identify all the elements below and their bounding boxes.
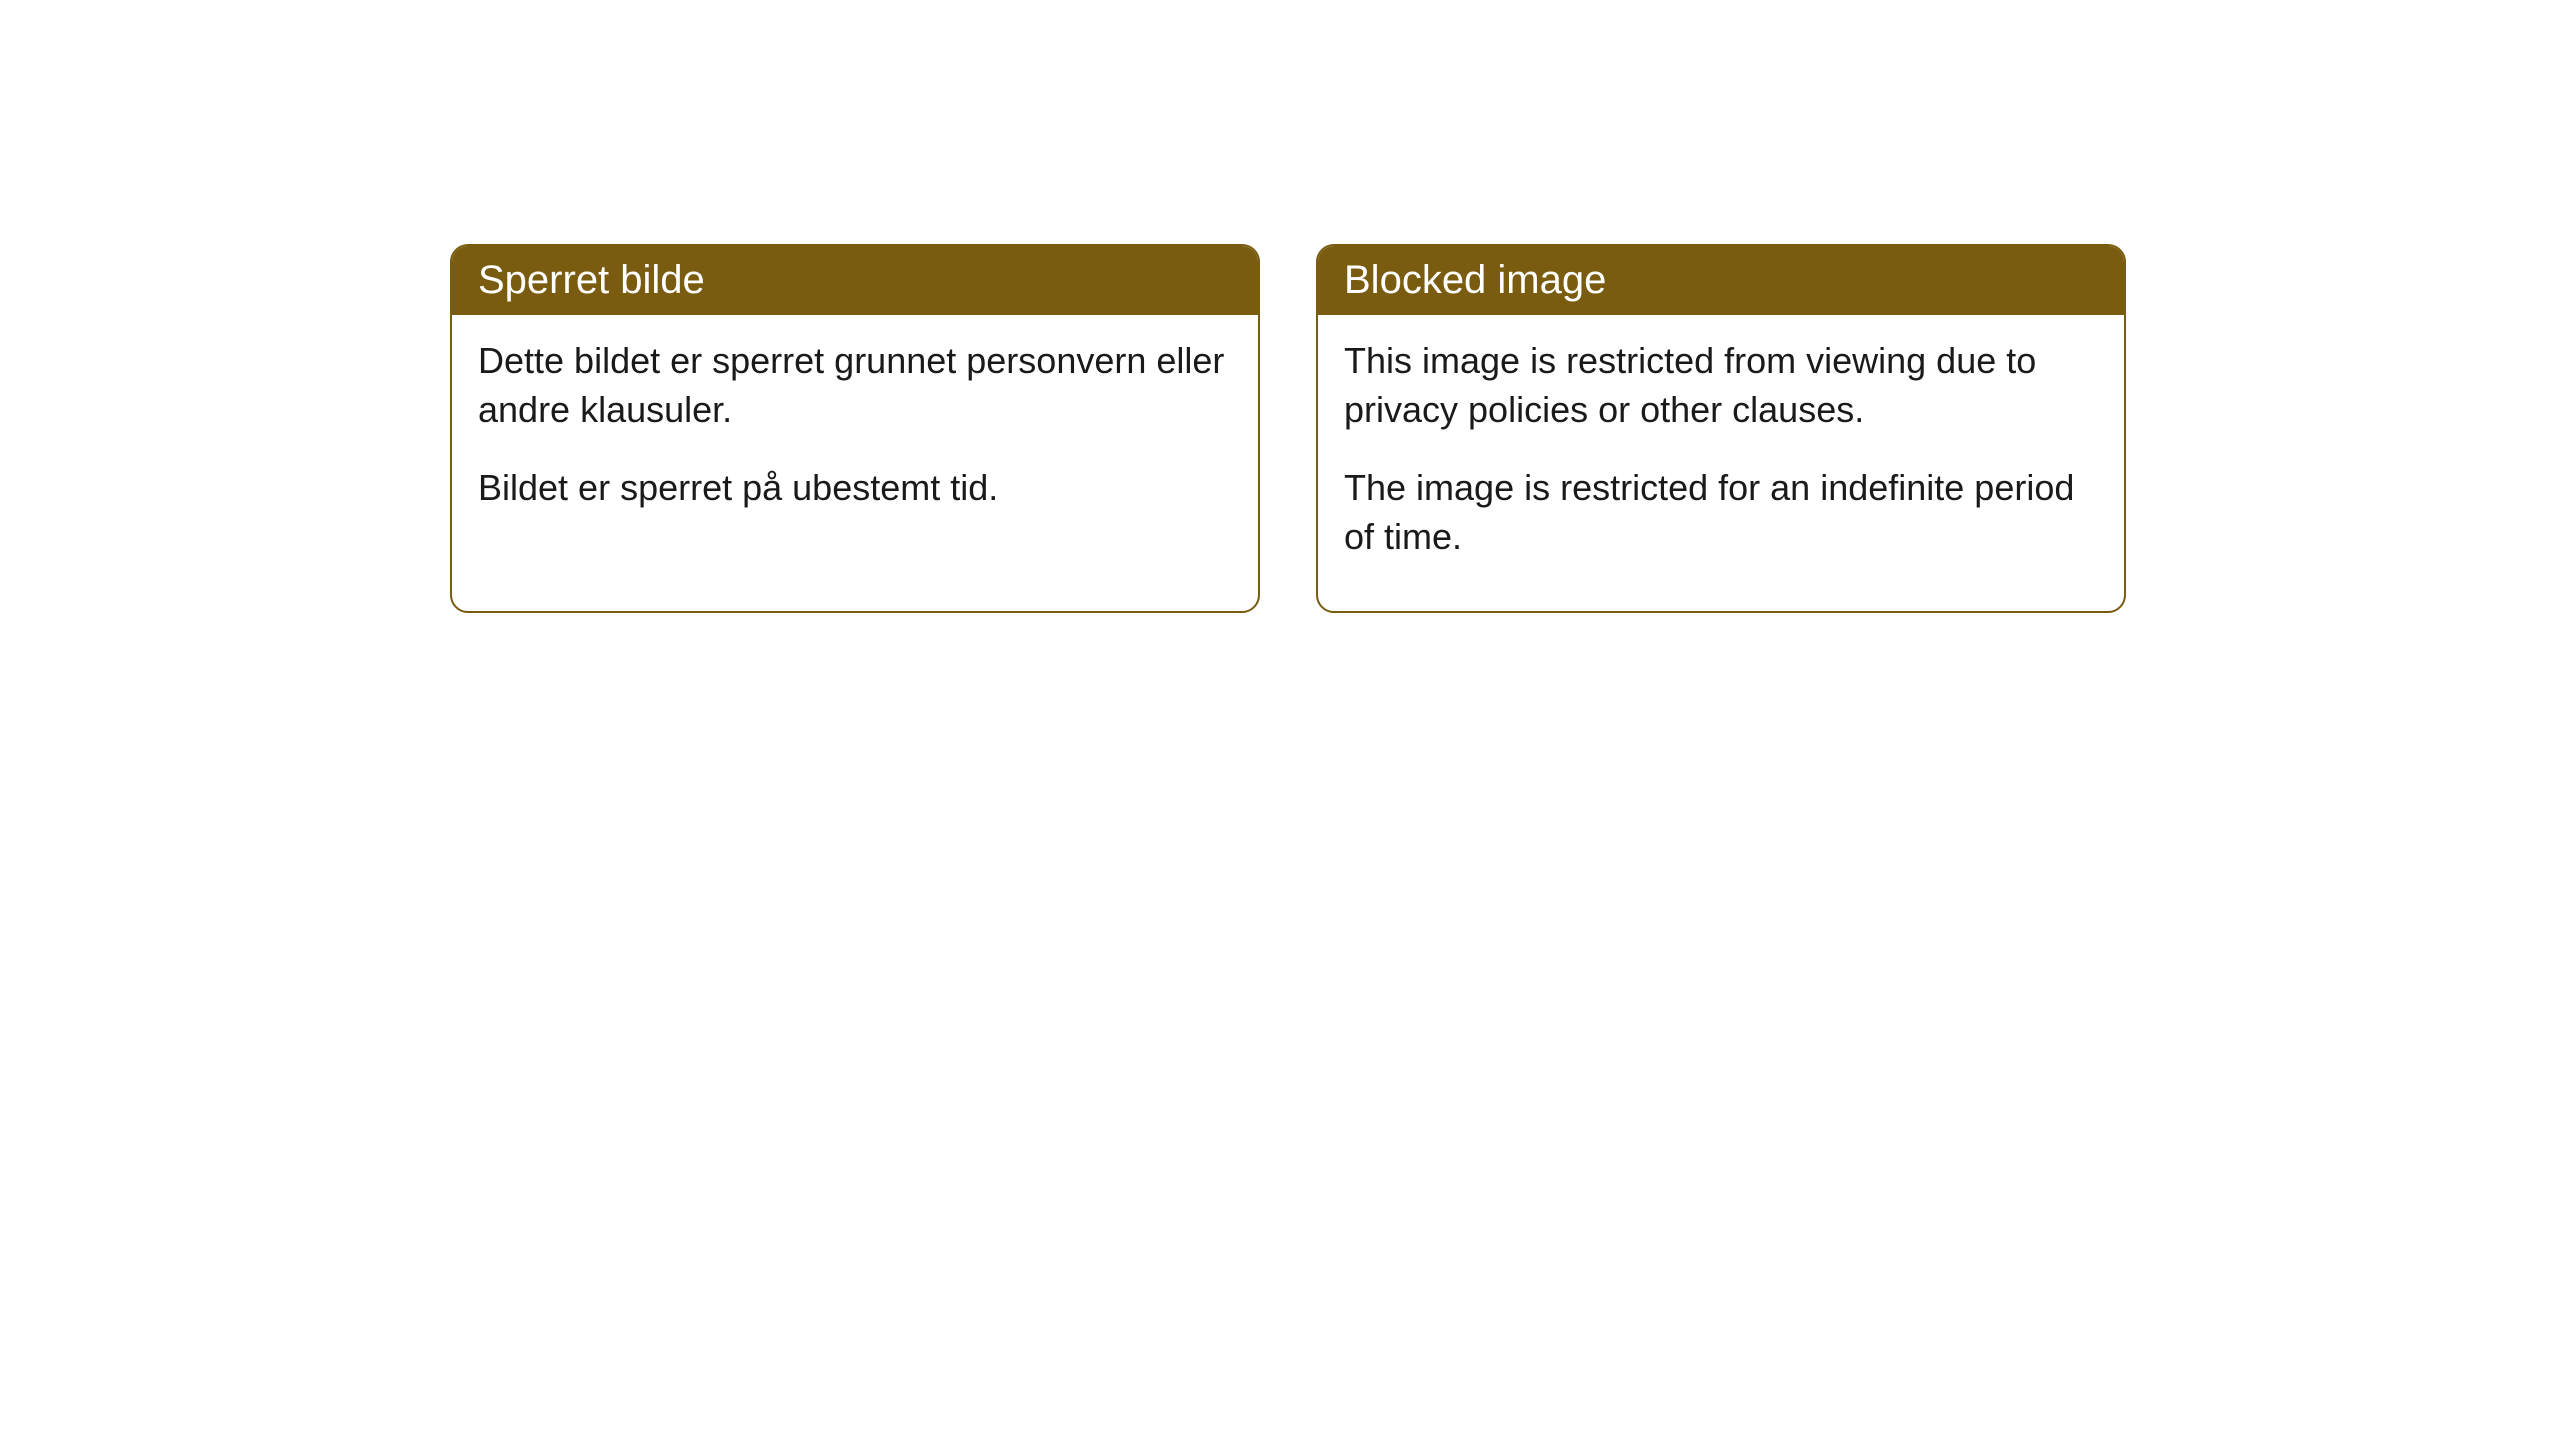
card-text-paragraph: Dette bildet er sperret grunnet personve… — [478, 337, 1232, 434]
notice-cards-container: Sperret bilde Dette bildet er sperret gr… — [450, 244, 2126, 613]
card-text-paragraph: The image is restricted for an indefinit… — [1344, 464, 2098, 561]
card-text-paragraph: Bildet er sperret på ubestemt tid. — [478, 464, 1232, 513]
blocked-image-card-en: Blocked image This image is restricted f… — [1316, 244, 2126, 613]
card-body: Dette bildet er sperret grunnet personve… — [452, 315, 1258, 563]
card-header: Sperret bilde — [452, 246, 1258, 315]
blocked-image-card-no: Sperret bilde Dette bildet er sperret gr… — [450, 244, 1260, 613]
card-header: Blocked image — [1318, 246, 2124, 315]
card-text-paragraph: This image is restricted from viewing du… — [1344, 337, 2098, 434]
card-body: This image is restricted from viewing du… — [1318, 315, 2124, 611]
